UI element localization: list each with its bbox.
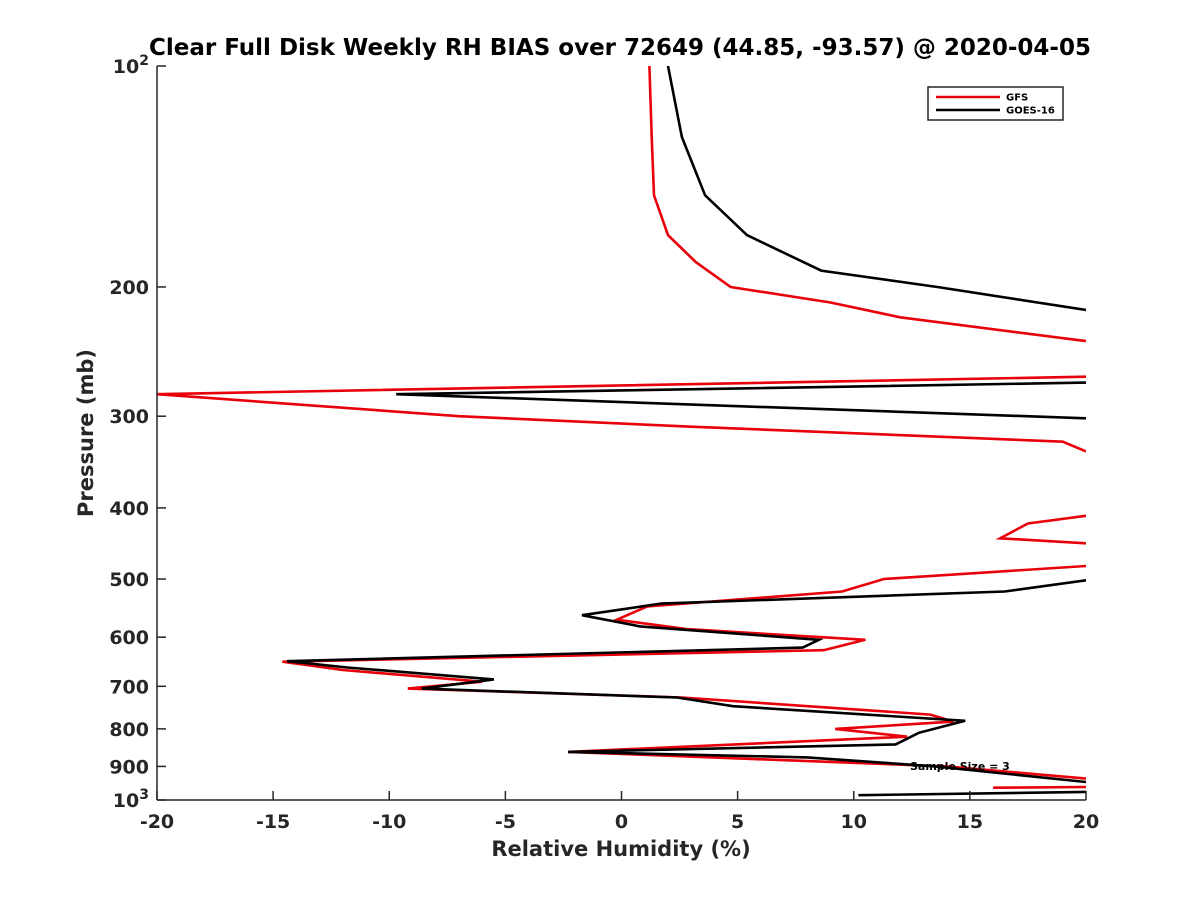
legend: GFS GOES-16 bbox=[927, 86, 1064, 121]
x-tick-label: 20 bbox=[1073, 811, 1099, 833]
x-axis-label: Relative Humidity (%) bbox=[491, 837, 750, 861]
series-line-goes-16-0 bbox=[666, 66, 1086, 312]
y-tick-label: 800 bbox=[109, 719, 149, 741]
x-tick-label: -15 bbox=[256, 811, 290, 833]
sample-size-annotation: Sample Size = 3 bbox=[910, 760, 1010, 773]
series-line-goes-16-2 bbox=[286, 579, 1086, 784]
x-tick-label: -10 bbox=[372, 811, 406, 833]
x-tick-label: 0 bbox=[615, 811, 628, 833]
x-tick-label: -5 bbox=[495, 811, 516, 833]
plot-lines bbox=[157, 66, 1086, 797]
y-tick-label: 500 bbox=[109, 569, 149, 591]
y-tick-label: 102 bbox=[113, 53, 149, 78]
y-tick-label: 700 bbox=[109, 676, 149, 698]
series-line-gfs-0 bbox=[648, 66, 1086, 343]
y-tick-label: 600 bbox=[109, 627, 149, 649]
legend-label: GOES-16 bbox=[1006, 106, 1055, 117]
y-tick-label: 200 bbox=[109, 277, 149, 299]
series-line-gfs-2 bbox=[995, 514, 1086, 545]
x-tick-label: 5 bbox=[731, 811, 744, 833]
series-line-goes-16-3 bbox=[858, 790, 1086, 797]
x-tick-label: 15 bbox=[957, 811, 983, 833]
series-line-goes-16-1 bbox=[396, 381, 1086, 420]
y-tick-label: 900 bbox=[109, 756, 149, 778]
y-axis-label: Pressure (mb) bbox=[74, 349, 98, 517]
legend-label: GFS bbox=[1006, 93, 1028, 104]
x-tick-label: -20 bbox=[140, 811, 174, 833]
series-line-gfs-4 bbox=[993, 785, 1086, 789]
y-tick-label: 103 bbox=[113, 787, 149, 812]
y-tick-label: 300 bbox=[109, 406, 149, 428]
axes: -20 -15 -10 -5 0 5 10 15 20 102 200 300 400 500 600 700… bbox=[109, 53, 1099, 833]
series-line-gfs-1 bbox=[157, 375, 1086, 453]
chart-title: Clear Full Disk Weekly RH BIAS over 7264… bbox=[149, 35, 1091, 61]
x-tick-label: 10 bbox=[841, 811, 867, 833]
legend-box bbox=[927, 86, 1064, 121]
y-tick-label: 400 bbox=[109, 498, 149, 520]
